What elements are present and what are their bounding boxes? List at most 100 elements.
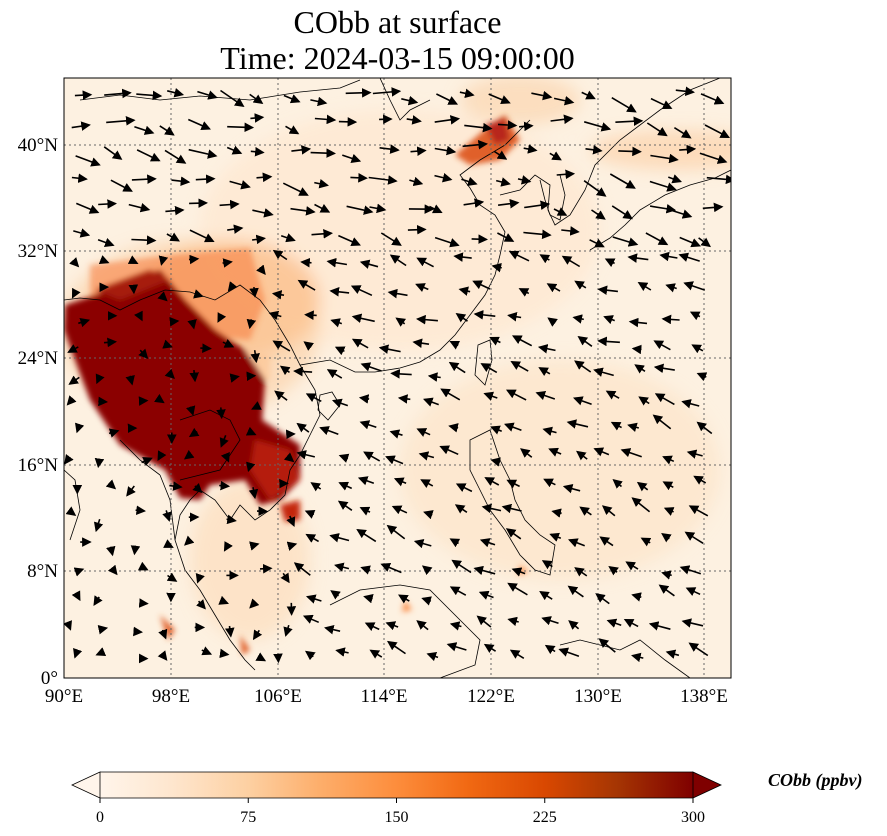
wind-arrow bbox=[665, 283, 677, 293]
wind-arrow bbox=[416, 257, 434, 268]
wind-arrow bbox=[227, 224, 244, 234]
wind-arrow bbox=[478, 590, 494, 600]
wind-arrow bbox=[658, 584, 675, 597]
wind-arrow bbox=[95, 647, 107, 657]
wind-arrow bbox=[549, 151, 562, 161]
wind-arrow bbox=[251, 234, 266, 245]
wind-arrow bbox=[331, 398, 349, 408]
wind-arrow bbox=[189, 370, 199, 383]
wind-arrow bbox=[387, 288, 408, 299]
wind-arrow bbox=[78, 317, 91, 328]
wind-arrow bbox=[360, 565, 371, 575]
wind-arrow bbox=[511, 567, 526, 577]
colorbar-tick-labels: 0 75 150 225 300 bbox=[96, 798, 705, 826]
wind-arrow bbox=[691, 344, 704, 354]
wind-arrow bbox=[69, 257, 80, 268]
wind-arrow bbox=[574, 280, 587, 290]
wind-arrow bbox=[572, 396, 592, 406]
wind-arrow bbox=[556, 169, 576, 180]
wind-arrow bbox=[157, 291, 168, 302]
wind-arrow bbox=[285, 125, 300, 135]
wind-arrow bbox=[189, 229, 215, 243]
wind-arrow bbox=[612, 236, 639, 247]
wind-arrow bbox=[71, 173, 88, 183]
lat-tick-label: 0° bbox=[41, 668, 58, 689]
wind-arrow bbox=[134, 125, 155, 135]
wind-arrow bbox=[338, 481, 353, 491]
wind-arrow bbox=[248, 487, 259, 500]
wind-arrow bbox=[303, 341, 314, 351]
wind-arrow bbox=[488, 93, 511, 105]
wind-arrow bbox=[280, 233, 296, 243]
wind-arrow bbox=[618, 146, 642, 157]
wind-arrow bbox=[546, 283, 561, 293]
wind-arrow bbox=[319, 426, 339, 436]
wind-arrow bbox=[601, 505, 616, 517]
wind-arrow bbox=[523, 144, 538, 154]
wind-arrow bbox=[653, 340, 671, 351]
wind-arrow bbox=[548, 447, 562, 457]
wind-arrow bbox=[638, 396, 650, 406]
wind-arrow bbox=[158, 628, 168, 640]
longitude-tick-labels: 90°E 98°E 106°E 114°E 122°E 130°E 138°E bbox=[45, 686, 728, 707]
wind-arrow bbox=[363, 451, 381, 462]
wind-arrow bbox=[329, 533, 350, 543]
wind-arrow bbox=[283, 624, 293, 637]
wind-arrow bbox=[246, 318, 257, 330]
wind-arrow bbox=[98, 199, 117, 209]
wind-arrow bbox=[696, 421, 713, 435]
wind-arrow bbox=[574, 567, 588, 577]
wind-arrow bbox=[68, 375, 80, 385]
lon-tick-label: 106°E bbox=[254, 686, 302, 707]
wind-arrow bbox=[162, 510, 172, 522]
wind-arrow bbox=[537, 344, 556, 354]
wind-arrow bbox=[358, 394, 370, 404]
wind-arrow bbox=[75, 202, 100, 214]
wind-arrow bbox=[507, 616, 519, 627]
wind-arrow bbox=[678, 252, 700, 262]
wind-arrow bbox=[418, 451, 435, 461]
wind-arrow bbox=[380, 563, 402, 574]
wind-arrow bbox=[274, 390, 288, 401]
wind-arrow bbox=[169, 481, 183, 491]
wind-arrow bbox=[106, 116, 136, 126]
wind-arrow bbox=[507, 582, 528, 596]
wind-arrow bbox=[509, 649, 525, 659]
wind-arrow bbox=[74, 90, 93, 100]
wind-arrow bbox=[611, 97, 637, 113]
wind-arrow bbox=[187, 319, 197, 330]
wind-arrow bbox=[637, 281, 652, 292]
wind-arrow bbox=[255, 652, 267, 662]
wind-arrow bbox=[127, 255, 139, 265]
wind-arrow bbox=[454, 504, 468, 514]
map-title: CObb at surface bbox=[293, 4, 502, 40]
wind-arrow bbox=[192, 483, 203, 494]
wind-arrow bbox=[608, 565, 619, 576]
wind-arrow bbox=[544, 644, 556, 655]
wind-arrow bbox=[338, 234, 361, 247]
wind-arrow bbox=[654, 393, 675, 406]
wind-arrow bbox=[455, 312, 468, 323]
wind-arrow bbox=[110, 179, 133, 192]
wind-arrow bbox=[398, 594, 410, 604]
wind-arrow bbox=[335, 647, 349, 657]
wind-arrow bbox=[511, 335, 533, 347]
wind-arrow bbox=[64, 620, 72, 631]
wind-arrow bbox=[636, 481, 649, 492]
wind-arrow bbox=[350, 173, 368, 183]
wind-arrow bbox=[103, 146, 123, 160]
wind-arrow bbox=[154, 393, 165, 404]
wind-arrow bbox=[390, 369, 412, 379]
wind-arrow bbox=[549, 532, 562, 542]
lon-tick-label: 138°E bbox=[680, 686, 728, 707]
wind-arrow bbox=[171, 176, 191, 186]
wind-arrow bbox=[197, 90, 218, 100]
wind-arrow bbox=[220, 89, 245, 108]
wind-arrow bbox=[216, 407, 226, 420]
wind-arrow bbox=[226, 514, 237, 525]
wind-arrow bbox=[462, 139, 488, 150]
wind-arrow bbox=[329, 287, 350, 297]
wind-arrow bbox=[693, 475, 707, 485]
wind-arrow bbox=[615, 116, 644, 127]
